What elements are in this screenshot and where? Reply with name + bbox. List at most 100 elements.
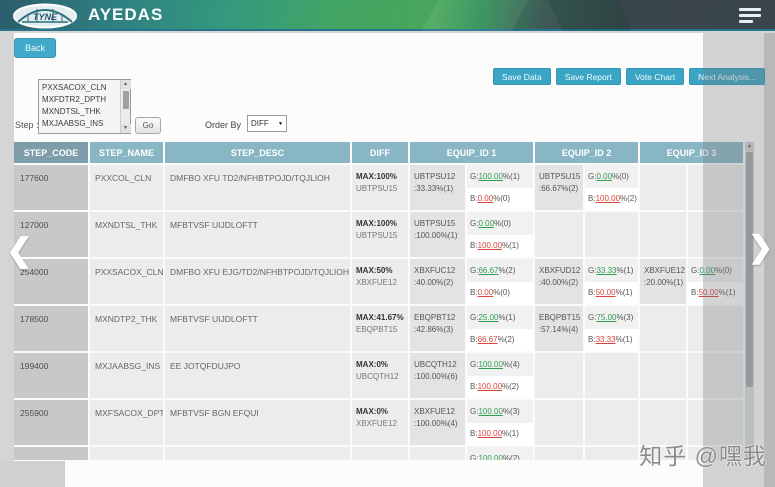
header-facet [421,0,529,31]
cell-equip2-name [535,353,585,398]
carousel-left-icon[interactable]: ❮ [6,232,33,268]
cell-diff: MAX:100% UBTPSU15 [352,212,410,257]
cell-step-name: PXXCOL_CLN [90,165,165,210]
cell-equip2-gb [585,400,640,445]
cell-equip1-name [410,447,467,460]
cell-equip3-gb [688,447,745,460]
step-option[interactable]: MXJAABSG_INS [42,119,104,128]
cell-equip3-gb: G: 0.00 %(0) B: 50.00 %(1) [688,259,745,304]
step-option[interactable]: MXFDTR2_DPTH [42,95,107,104]
cell-diff: MAX:50% XBXFUE12 [352,259,410,304]
scrollbar-thumb[interactable] [122,91,129,109]
scroll-down-icon[interactable]: ▼ [120,124,131,133]
table-row[interactable]: 254000 PXXSACOX_CLN DMFBO XFU EJG/TD2/NF… [14,257,745,304]
cell-step-name: MXFSACOX_DPTH [90,400,165,445]
cell-step-name: MXNDTP2_THK [90,306,165,351]
col-step-desc: STEP_DESC [165,142,352,163]
cell-step-code: 199400 [14,353,90,398]
action-toolbar: Save Data Save Report Vote Chart Next An… [493,68,766,85]
table-row[interactable]: 127000 MXNDTSL_THK MFBTVSF UIJDLOFTT MAX… [14,210,745,257]
cell-step-name: MXNDTSL_THK [90,212,165,257]
scroll-down-icon[interactable]: ▼ [745,451,754,460]
cell-equip3-name [640,165,688,210]
step-diff-table: STEP_CODE STEP_NAME STEP_DESC DIFF EQUIP… [14,142,745,460]
cell-equip1-gb: G: 66.67 %(2) B: 0.00 %(0) [467,259,535,304]
col-equip-1: EQUIP_ID 1 [410,142,535,163]
cell-step-name [90,447,165,460]
table-row-partial[interactable]: G: 100.00 %(2) [14,445,745,460]
save-data-button[interactable]: Save Data [493,68,551,85]
cell-equip1-gb: G: 0.00 %(0) B: 100.00 %(1) [467,212,535,257]
chevron-down-icon: ▼ [278,120,283,127]
cell-equip2-name [535,447,585,460]
cell-equip2-name: XBXFUD12:40.00%(2) [535,259,585,304]
scroll-up-icon[interactable]: ▲ [120,80,131,89]
cell-equip1-gb: G: 100.00 %(4) B: 100.00 %(2) [467,353,535,398]
cell-equip1-gb: G: 100.00 %(2) [467,447,535,460]
step-option[interactable]: MXNDTSL_THK [42,107,101,116]
cell-equip1-gb: G: 100.00 %(3) B: 100.00 %(1) [467,400,535,445]
cell-equip2-gb: G: 33.33 %(1) B: 50.00 %(1) [585,259,640,304]
cell-equip2-gb [585,212,640,257]
next-analysis-button[interactable]: Next Analysis... [689,68,766,85]
cell-equip2-gb [585,447,640,460]
step-listbox[interactable]: PXXSACOX_CLN MXFDTR2_DPTH MXNDTSL_THK MX… [38,79,131,134]
cell-equip1-name: UBTPSU15:100.00%(1) [410,212,467,257]
right-dim-overlay [703,33,775,487]
order-by-label: Order By [205,120,242,130]
cell-equip3-name [640,212,688,257]
step-label: Step : [15,120,39,130]
cell-step-desc: EE JOTQFDUJPO [165,353,352,398]
cell-step-desc: MFBTVSF UIJDLOFTT [165,306,352,351]
cell-equip3-name [640,306,688,351]
table-row[interactable]: 199400 MXJAABSG_INS EE JOTQFDUJPO MAX:0%… [14,351,745,398]
order-by-select[interactable]: DIFF ▼ [247,115,287,132]
cell-equip1-name: XBXFUC12:40.00%(2) [410,259,467,304]
cell-equip2-name: UBTPSU15:66.67%(2) [535,165,585,210]
cell-equip2-name [535,400,585,445]
brand-title: AYEDAS [88,5,164,24]
cell-equip3-gb [688,165,745,210]
cell-equip3-name: XBXFUE12:20.00%(1) [640,259,688,304]
col-equip-2: EQUIP_ID 2 [535,142,640,163]
col-step-code: STEP_CODE [14,142,90,163]
cell-equip1-gb: G: 25.00 %(1) B: 66.67 %(2) [467,306,535,351]
cell-diff: MAX:100% UBTPSU15 [352,165,410,210]
go-button[interactable]: Go [135,117,161,134]
table-scrollbar[interactable]: ▲ ▼ [745,142,754,460]
col-diff: DIFF [352,142,410,163]
cell-equip2-gb: G: 75.00 %(3) B: 33.33 %(1) [585,306,640,351]
cell-equip3-gb [688,212,745,257]
corner-patch [0,461,65,487]
cell-diff: MAX:0% XBXFUE12 [352,400,410,445]
cell-step-desc: MFBTVSF BGN EFQUI [165,400,352,445]
cell-equip3-gb [688,306,745,351]
cell-step-code: 255900 [14,400,90,445]
app-header: TYNE AYEDAS [0,0,775,31]
cell-step-desc [165,447,352,460]
watermark: 知乎 @嘿我 [639,443,767,469]
listbox-scrollbar[interactable]: ▲ ▼ [120,80,131,133]
table-row[interactable]: 177600 PXXCOL_CLN DMFBO XFU TD2/NFHBTPOJ… [14,163,745,210]
cell-equip3-gb [688,400,745,445]
save-report-button[interactable]: Save Report [555,68,621,85]
cell-equip3-gb [688,353,745,398]
scroll-up-icon[interactable]: ▲ [745,142,754,151]
step-option[interactable]: PXXSACOX_CLN [42,83,107,92]
vote-chart-button[interactable]: Vote Chart [625,68,685,85]
table-row[interactable]: 255900 MXFSACOX_DPTH MFBTVSF BGN EFQUI M… [14,398,745,445]
col-step-name: STEP_NAME [90,142,165,163]
back-button[interactable]: Back [14,38,56,58]
menu-icon[interactable] [739,8,761,26]
cell-equip2-name [535,212,585,257]
cell-equip1-name: XBXFUE12:100.00%(4) [410,400,467,445]
carousel-right-icon[interactable]: ❯ [748,231,774,264]
scrollbar-thumb[interactable] [746,152,753,387]
col-equip-3: EQUIP_ID 3 [640,142,745,163]
cell-step-code: 177600 [14,165,90,210]
table-row[interactable]: 178500 MXNDTP2_THK MFBTVSF UIJDLOFTT MAX… [14,304,745,351]
cell-equip3-name [640,400,688,445]
svg-text:TYNE: TYNE [33,12,58,22]
order-by-value: DIFF [251,119,269,128]
cell-step-code: 127000 [14,212,90,257]
